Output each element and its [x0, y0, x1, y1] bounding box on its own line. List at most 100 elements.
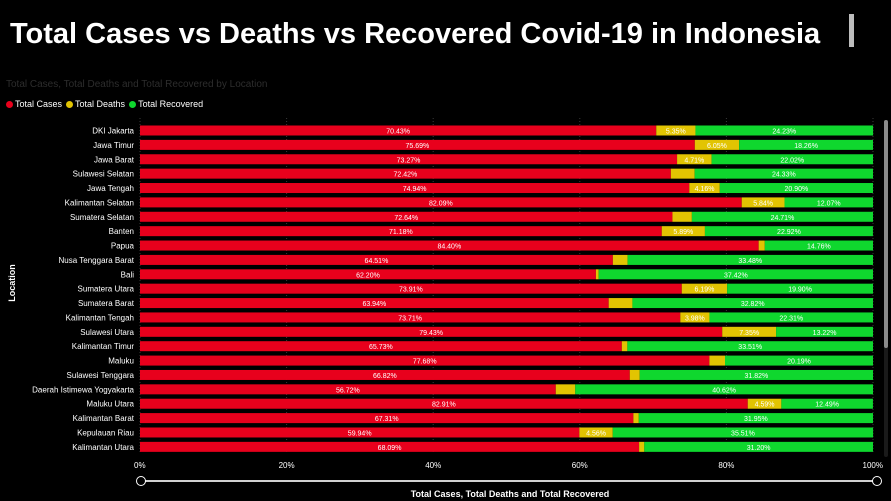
x-tick-label: 20% — [279, 461, 295, 470]
bar-segment-recovered — [575, 384, 873, 395]
data-label-deaths: 4.56% — [586, 430, 606, 437]
bar-segment-deaths — [629, 369, 640, 380]
data-label-recovered: 12.07% — [817, 200, 841, 207]
bar-segment-deaths — [722, 326, 777, 337]
bar-segment-deaths — [595, 269, 599, 280]
bar-segment-recovered — [598, 269, 873, 280]
data-label-deaths: 5.35% — [666, 129, 686, 136]
bar-segment-cases — [140, 441, 640, 452]
data-label-cases: 71.18% — [389, 229, 413, 236]
x-tick-label: 80% — [718, 461, 734, 470]
x-tick-label: 100% — [863, 461, 883, 470]
bar-segment-deaths — [579, 427, 613, 438]
bar-segment-deaths — [633, 413, 639, 424]
y-category-label: Sumatera Barat — [78, 299, 135, 308]
bar-segment-cases — [140, 398, 748, 409]
data-label-cases: 59.94% — [348, 430, 372, 437]
chart-subtitle: Total Cases, Total Deaths and Total Reco… — [6, 79, 268, 90]
bar-segment-recovered — [784, 197, 873, 208]
data-label-recovered: 31.82% — [745, 373, 769, 380]
data-label-cases: 64.51% — [365, 258, 389, 265]
bar-segment-recovered — [627, 341, 873, 352]
y-category-label: Bali — [121, 270, 135, 279]
data-label-recovered: 18.26% — [794, 143, 818, 150]
data-label-recovered: 14.76% — [807, 244, 831, 251]
data-label-recovered: 13.22% — [813, 330, 837, 337]
bar-segment-recovered — [764, 240, 873, 251]
y-category-label: Papua — [111, 242, 135, 251]
y-category-label: Kepulauan Riau — [77, 428, 134, 437]
bar-segment-deaths — [621, 341, 628, 352]
data-label-cases: 73.71% — [398, 315, 422, 322]
data-label-cases: 73.91% — [399, 287, 423, 294]
bar-segment-cases — [140, 211, 673, 222]
data-label-recovered: 33.51% — [738, 344, 762, 351]
data-label-cases: 75.69% — [406, 143, 430, 150]
bar-segment-recovered — [632, 298, 873, 309]
bar-segment-recovered — [711, 154, 873, 165]
data-label-cases: 56.72% — [336, 387, 360, 394]
y-category-label: Kalimantan Selatan — [65, 198, 134, 207]
bar-segment-deaths — [608, 298, 633, 309]
bar-segment-recovered — [727, 283, 873, 294]
bar-segment-deaths — [747, 398, 782, 409]
data-label-deaths: 4.16% — [695, 186, 715, 193]
bar-segment-recovered — [739, 139, 873, 150]
data-label-cases: 63.94% — [362, 301, 386, 308]
y-category-label: Kalimantan Tengah — [66, 313, 134, 322]
bar-segment-cases — [140, 226, 662, 237]
legend-dot-deaths-icon — [66, 100, 74, 108]
data-label-recovered: 35.51% — [731, 430, 755, 437]
data-label-deaths: 4.59% — [755, 402, 775, 409]
data-label-cases: 67.31% — [375, 416, 399, 423]
data-label-recovered: 24.23% — [772, 129, 796, 136]
data-label-recovered: 32.82% — [741, 301, 765, 308]
bar-segment-deaths — [677, 154, 712, 165]
bar-segment-cases — [140, 413, 634, 424]
bar-segment-deaths — [694, 139, 740, 150]
bar-segment-deaths — [670, 168, 695, 179]
y-category-label: Jawa Timur — [93, 141, 134, 150]
data-label-recovered: 22.92% — [777, 229, 801, 236]
x-tick-label: 60% — [572, 461, 588, 470]
bar-segment-cases — [140, 154, 678, 165]
bar-segment-recovered — [776, 326, 873, 337]
x-tick-label: 0% — [134, 461, 146, 470]
legend-item-total-cases[interactable]: Total Cases — [6, 99, 62, 109]
bar-segment-recovered — [704, 226, 873, 237]
data-label-cases: 73.27% — [397, 157, 421, 164]
chart-legend: Total Cases Total Deaths Total Recovered — [6, 98, 203, 110]
y-axis-title: Location — [7, 264, 17, 302]
bar-segment-deaths — [555, 384, 576, 395]
y-category-label: DKI Jakarta — [92, 127, 134, 136]
y-category-label: Sulawesi Utara — [80, 328, 134, 337]
zoom-slider-end-handle[interactable] — [872, 476, 882, 486]
legend-item-total-recovered[interactable]: Total Recovered — [129, 99, 203, 109]
bar-segment-recovered — [627, 254, 873, 265]
legend-dot-cases-icon — [6, 100, 13, 108]
y-category-label: Kalimantan Barat — [73, 414, 135, 423]
bar-segment-cases — [140, 197, 742, 208]
bar-segment-recovered — [691, 211, 873, 222]
data-label-cases: 70.43% — [386, 129, 410, 136]
x-axis-zoom-slider[interactable] — [136, 476, 882, 486]
zoom-slider-start-handle[interactable] — [136, 476, 146, 486]
data-label-cases: 62.20% — [356, 272, 380, 279]
data-label-deaths: 5.89% — [673, 229, 693, 236]
zoom-slider-track — [140, 480, 878, 482]
y-category-label: Banten — [109, 227, 134, 236]
data-label-recovered: 20.19% — [787, 359, 811, 366]
legend-item-total-deaths[interactable]: Total Deaths — [66, 99, 125, 109]
x-tick-label: 40% — [425, 461, 441, 470]
data-label-cases: 82.91% — [432, 402, 456, 409]
bar-segment-deaths — [656, 125, 696, 136]
vertical-scrollbar-thumb[interactable] — [884, 120, 888, 348]
bar-segment-recovered — [781, 398, 873, 409]
bar-segment-recovered — [694, 168, 873, 179]
data-label-deaths: 6.19% — [695, 287, 715, 294]
data-label-recovered: 31.20% — [747, 445, 771, 452]
data-label-recovered: 37.42% — [724, 272, 748, 279]
legend-label-total-recovered: Total Recovered — [138, 99, 204, 109]
y-category-label: Nusa Tenggara Barat — [59, 256, 135, 265]
